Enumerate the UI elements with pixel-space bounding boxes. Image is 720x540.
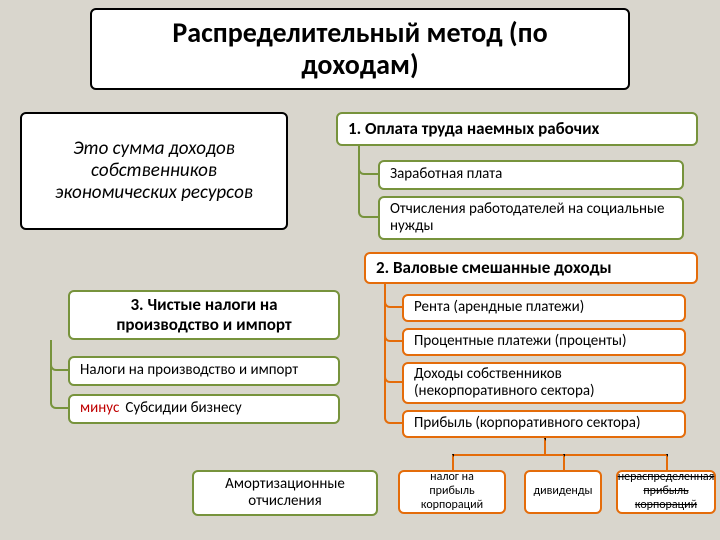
- section2-item-2: Доходы собственников (некорпоративного с…: [402, 362, 686, 404]
- section1-item-1-text: Отчисления работодателей на социальные н…: [390, 201, 672, 236]
- title-text: Распределительный метод (по доходам): [112, 17, 608, 81]
- section3-item-1: минус Субсидии бизнесу: [68, 394, 340, 424]
- profit-child-2: нераспределенная прибыль корпораций: [616, 470, 716, 514]
- section3-item-1-text: Субсидии бизнесу: [125, 400, 241, 417]
- conn-profit-stem: [544, 438, 546, 454]
- profit-child-1: дивиденды: [524, 470, 602, 514]
- amortization-box: Амортизационные отчисления: [192, 470, 378, 516]
- section3-item-0-text: Налоги на производство и импорт: [80, 362, 298, 379]
- section1-item-0-text: Заработная плата: [390, 166, 502, 183]
- section3-item-1-minus: минус: [80, 400, 119, 417]
- section2-item-0: Рента (арендные платежи): [402, 294, 686, 322]
- conn-profit-d2: [666, 454, 668, 470]
- title-box: Распределительный метод (по доходам): [90, 8, 630, 90]
- conn-profit-d1: [563, 454, 565, 470]
- section1-item-1: Отчисления работодателей на социальные н…: [378, 196, 684, 240]
- intro-text: Это сумма доходов собственников экономич…: [32, 138, 276, 204]
- profit-child-1-text: дивиденды: [533, 485, 592, 499]
- profit-child-0-text: налог на прибыль корпораций: [410, 471, 494, 512]
- conn-s3-1: [50, 340, 68, 409]
- conn-s1-1: [358, 146, 378, 218]
- section3-header-text: 3. Чистые налоги на производство и импор…: [80, 295, 328, 334]
- conn-profit-bar: [452, 454, 666, 456]
- section1-header: 1. Оплата труда наемных рабочих: [336, 112, 698, 146]
- conn-s2-3: [384, 284, 402, 424]
- section2-item-1-text: Процентные платежи (проценты): [414, 333, 627, 350]
- profit-child-0: налог на прибыль корпораций: [398, 470, 506, 514]
- section2-item-0-text: Рента (арендные платежи): [414, 299, 584, 316]
- section1-item-0: Заработная плата: [378, 160, 684, 190]
- section3-item-0: Налоги на производство и импорт: [68, 356, 340, 386]
- section2-item-3-text: Прибыль (корпоративного сектора): [414, 415, 641, 432]
- section2-header: 2. Валовые смешанные доходы: [364, 252, 698, 284]
- section2-item-1: Процентные платежи (проценты): [402, 328, 686, 356]
- conn-profit-d0: [452, 454, 454, 470]
- section3-header: 3. Чистые налоги на производство и импор…: [68, 290, 340, 340]
- section2-header-text: 2. Валовые смешанные доходы: [376, 258, 612, 278]
- section2-item-2-text: Доходы собственников (некорпоративного с…: [414, 366, 674, 401]
- section2-item-3: Прибыль (корпоративного сектора): [402, 410, 686, 438]
- profit-child-2-text: нераспределенная прибыль корпораций: [618, 471, 715, 512]
- intro-box: Это сумма доходов собственников экономич…: [20, 112, 288, 230]
- section1-header-text: 1. Оплата труда наемных рабочих: [348, 119, 599, 139]
- amortization-text: Амортизационные отчисления: [204, 476, 366, 511]
